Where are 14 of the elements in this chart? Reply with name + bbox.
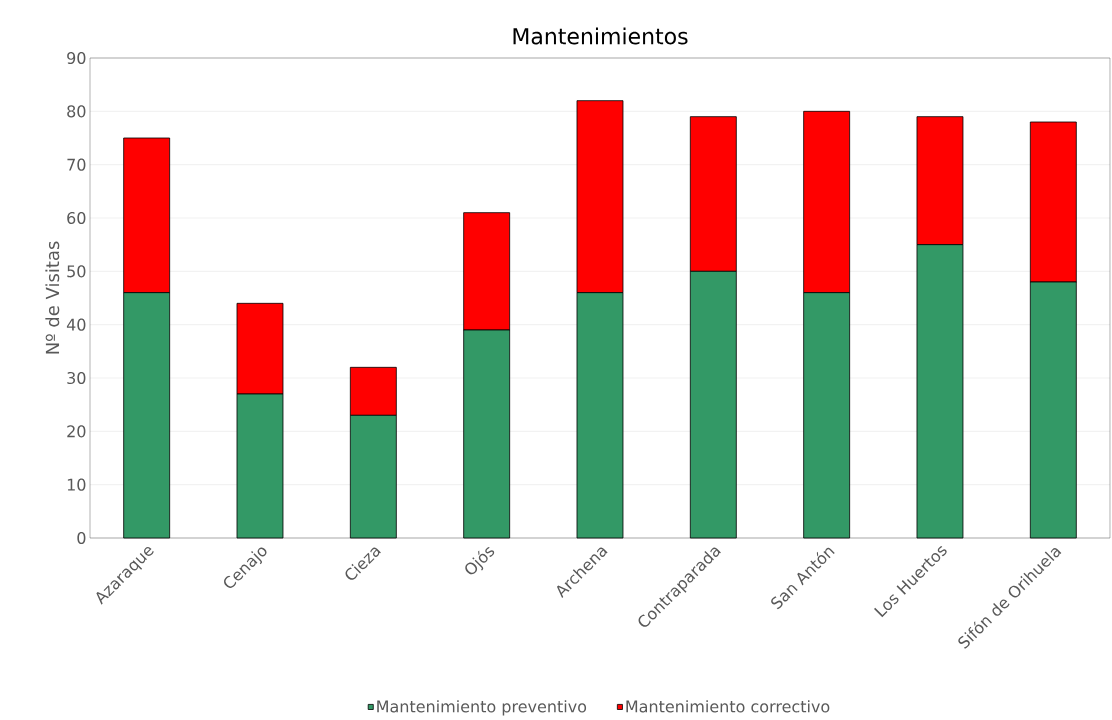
chart-title: Mantenimientos [513, 27, 688, 45]
y-tick-label: 40 [66, 318, 86, 331]
y-tick-label: 30 [67, 371, 86, 385]
y-tick-label: 70 [67, 158, 86, 171]
y-tick-label: 60 [67, 211, 86, 225]
y-tick-label: 20 [67, 425, 86, 438]
y-tick-label: 90 [67, 51, 86, 65]
legend-label: Mantenimiento correctivo [626, 700, 830, 713]
y-tick-label: 50 [67, 265, 86, 278]
y-tick-label: 0 [77, 531, 86, 545]
y-tick-label: 10 [67, 478, 86, 491]
legend-label: Mantenimiento preventivo [377, 700, 587, 716]
y-tick-label: 80 [67, 105, 86, 118]
y-axis-title: Nº de Visitas [45, 241, 60, 354]
